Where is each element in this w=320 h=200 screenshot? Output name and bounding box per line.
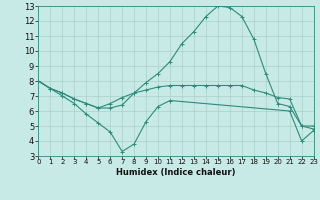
- X-axis label: Humidex (Indice chaleur): Humidex (Indice chaleur): [116, 168, 236, 177]
